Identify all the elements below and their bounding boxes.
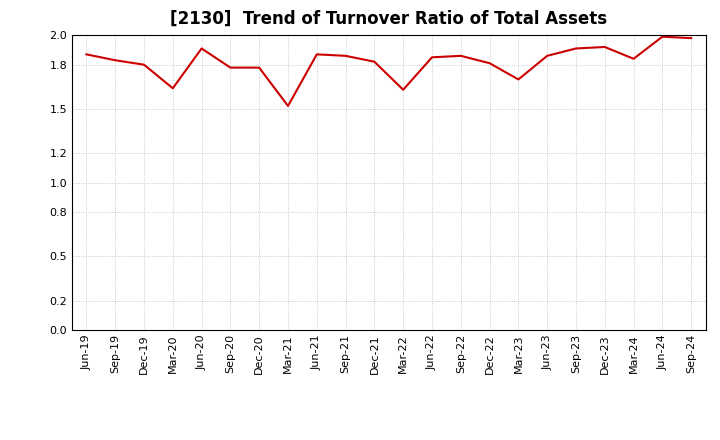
Title: [2130]  Trend of Turnover Ratio of Total Assets: [2130] Trend of Turnover Ratio of Total …: [170, 10, 608, 28]
